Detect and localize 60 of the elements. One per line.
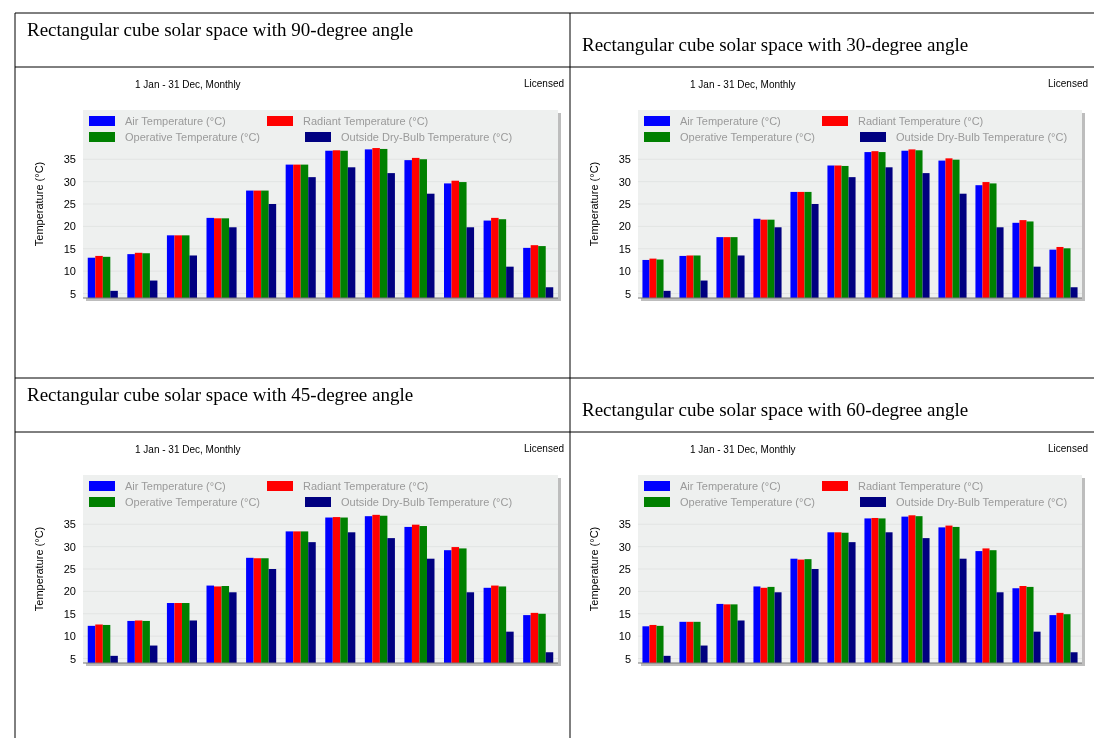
y-tick-label: 35 xyxy=(63,153,76,166)
y-tick-label: 30 xyxy=(618,540,631,553)
legend-label: Radiant Temperature (°C) xyxy=(303,115,429,127)
y-tick-label: 25 xyxy=(63,198,76,210)
y-tick-label: 5 xyxy=(69,652,76,665)
y-axis-title: Temperature (°C) xyxy=(33,161,45,247)
text: Licensed xyxy=(1047,78,1088,89)
y-tick-label: 5 xyxy=(624,287,631,300)
legend-label: Outside Dry-Bulb Temperature (°C) xyxy=(896,131,1068,143)
chart-title: Rectangular cube solar space with 60-degree angle xyxy=(582,399,969,420)
y-tick-label: 20 xyxy=(618,220,631,233)
chart-subtitle: 1 Jan - 31 Dec, Monthly xyxy=(135,79,241,90)
y-tick-label: 5 xyxy=(624,652,631,665)
y-tick-label: 20 xyxy=(618,585,631,598)
y-tick-label: 35 xyxy=(618,153,631,166)
y-tick-label: 25 xyxy=(618,563,631,575)
y-tick-label: 10 xyxy=(618,630,631,643)
y-axis-title: Temperature (°C) xyxy=(588,526,600,612)
legend-label: Air Temperature (°C) xyxy=(125,480,226,492)
legend-label: Air Temperature (°C) xyxy=(680,480,781,492)
legend-label: Operative Temperature (°C) xyxy=(680,496,816,508)
y-axis-title: Temperature (°C) xyxy=(588,161,600,247)
chart-subtitle: 1 Jan - 31 Dec, Monthly xyxy=(135,444,241,455)
chart-subtitle: 1 Jan - 31 Dec, Monthly xyxy=(690,444,796,455)
legend-label: Operative Temperature (°C) xyxy=(125,131,261,143)
legend-label: Outside Dry-Bulb Temperature (°C) xyxy=(341,496,513,508)
y-tick-label: 15 xyxy=(63,607,76,620)
y-tick-label: 15 xyxy=(63,242,76,255)
y-tick-label: 15 xyxy=(618,242,631,255)
legend-label: Operative Temperature (°C) xyxy=(680,131,816,143)
chart-subtitle: 1 Jan - 31 Dec, Monthly xyxy=(690,79,796,90)
text: Licensed xyxy=(523,443,564,454)
chart-title: Rectangular cube solar space with 45-degree angle xyxy=(27,384,414,405)
y-tick-label: 20 xyxy=(63,585,76,598)
legend-label: Radiant Temperature (°C) xyxy=(858,115,984,127)
y-tick-label: 20 xyxy=(63,220,76,233)
text: Licensed xyxy=(523,78,564,89)
legend-label: Operative Temperature (°C) xyxy=(125,496,261,508)
y-tick-label: 10 xyxy=(618,265,631,278)
chart-title: Rectangular cube solar space with 30-degree angle xyxy=(582,34,969,55)
legend-label: Air Temperature (°C) xyxy=(680,115,781,127)
y-axis-title: Temperature (°C) xyxy=(33,526,45,612)
y-tick-label: 25 xyxy=(63,563,76,575)
y-tick-label: 35 xyxy=(618,518,631,531)
y-tick-label: 10 xyxy=(63,630,76,643)
legend-label: Radiant Temperature (°C) xyxy=(303,480,429,492)
text: Licensed xyxy=(1047,443,1088,454)
y-tick-label: 35 xyxy=(63,518,76,531)
y-tick-label: 5 xyxy=(69,287,76,300)
legend-label: Outside Dry-Bulb Temperature (°C) xyxy=(341,131,513,143)
y-tick-label: 30 xyxy=(63,175,76,188)
legend-label: Radiant Temperature (°C) xyxy=(858,480,984,492)
y-tick-label: 10 xyxy=(63,265,76,278)
y-tick-label: 30 xyxy=(618,175,631,188)
y-tick-label: 15 xyxy=(618,607,631,620)
chart-title: Rectangular cube solar space with 90-degree angle xyxy=(27,19,414,40)
legend-label: Air Temperature (°C) xyxy=(125,115,226,127)
y-tick-label: 25 xyxy=(618,198,631,210)
legend-label: Outside Dry-Bulb Temperature (°C) xyxy=(896,496,1068,508)
y-tick-label: 30 xyxy=(63,540,76,553)
